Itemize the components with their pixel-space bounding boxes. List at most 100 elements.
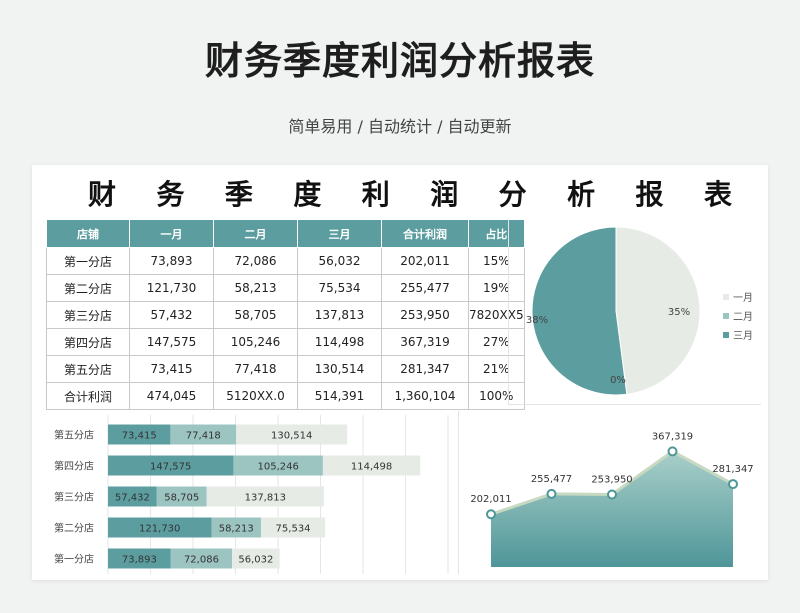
bar-data-label: 114,498 (351, 462, 392, 473)
bar-data-label: 58,705 (164, 493, 199, 504)
bar-category-label: 第三分店 (54, 491, 94, 504)
table-cell[interactable]: 57,432 (129, 301, 214, 329)
table-cell[interactable]: 105,246 (213, 328, 298, 356)
bar-segment (108, 548, 171, 569)
bar-segment (233, 455, 323, 476)
bar-segment (206, 486, 324, 507)
legend-item: 一月 (723, 289, 753, 304)
table-cell[interactable]: 5120XX.0 (213, 382, 298, 410)
table-cell[interactable]: 147,575 (129, 328, 214, 356)
sheet-title-char: 析 (567, 178, 596, 211)
sheet-title-char: 分 (498, 178, 527, 211)
bar-data-label: 105,246 (257, 462, 298, 473)
sheet-title-char: 报 (635, 178, 664, 211)
area-point (607, 489, 617, 500)
table-cell[interactable]: 19% (468, 274, 525, 302)
bar-segment (108, 517, 212, 538)
table-cell[interactable]: 474,045 (129, 382, 214, 410)
table-cell[interactable]: 114,498 (297, 328, 382, 356)
profit-table: 店铺 一月 二月 三月 合计利润 占比 第一分店 73,893 72,086 5… (46, 219, 525, 410)
stacked-bar-chart: 第五分店 73,415 77,418 130,514 第四分店 147,575 105,24… (54, 415, 449, 574)
table-cell[interactable]: 77,418 (213, 355, 298, 383)
bar-segment (236, 424, 348, 445)
bar-category-label: 第一分店 (54, 553, 94, 566)
pie-slice (531, 226, 628, 396)
area-data-label: 367,319 (652, 431, 693, 442)
legend-swatch (723, 331, 729, 338)
sheet-title-char: 表 (703, 178, 732, 211)
area-point (546, 488, 557, 499)
table-cell[interactable]: 21% (468, 355, 525, 383)
area-fill (491, 451, 733, 567)
table-row: 第二分店 121,730 58,213 75,534 255,477 19% (46, 274, 525, 302)
table-cell[interactable]: 第三分店 (46, 301, 130, 329)
bar-category-label: 第四分店 (54, 460, 94, 473)
area-point (667, 446, 678, 457)
table-cell[interactable]: 27% (468, 328, 525, 356)
area-data-label: 202,011 (470, 494, 511, 505)
bar-data-label: 56,032 (238, 555, 273, 566)
sheet-title-char: 度 (293, 178, 322, 211)
sheet-title-char: 润 (430, 178, 459, 211)
page-subtitle: 简单易用 / 自动统计 / 自动更新 (288, 117, 512, 136)
column-header: 二月 (213, 219, 298, 248)
area-chart-panel: 202,011 255,477 253,950 367,319 281,347 (458, 409, 761, 574)
column-header: 三月 (297, 219, 382, 248)
sheet-title-char: 财 (88, 178, 117, 211)
bar-data-label: 75,534 (276, 524, 311, 535)
table-cell[interactable]: 58,705 (213, 301, 298, 329)
table-cell[interactable]: 73,415 (129, 355, 214, 383)
sheet-title: 财 务 季 度 利 润 分 析 报 表 (32, 173, 768, 213)
table-cell[interactable]: 第一分店 (46, 247, 130, 275)
column-header: 店铺 (46, 219, 130, 248)
bar-data-label: 73,415 (122, 431, 157, 442)
legend-label: 一月 (733, 293, 753, 304)
pie-slice (615, 226, 701, 395)
table-row: 第一分店 73,893 72,086 56,032 202,011 15% (46, 247, 525, 275)
bar-segment (108, 424, 171, 445)
column-header: 一月 (129, 219, 214, 248)
bar-data-label: 147,575 (150, 462, 191, 473)
table-cell[interactable]: 1,360,104 (381, 382, 469, 410)
area-data-label: 253,950 (591, 474, 632, 485)
table-cell[interactable]: 367,319 (381, 328, 469, 356)
legend-label: 二月 (733, 312, 753, 323)
table-cell[interactable]: 130,514 (297, 355, 382, 383)
table-cell[interactable]: 72,086 (213, 247, 298, 275)
table-cell[interactable]: 121,730 (129, 274, 214, 302)
column-header: 合计利润 (381, 219, 469, 248)
bar-segment (156, 486, 207, 507)
column-header: 占比 (468, 219, 525, 248)
legend-swatch (723, 293, 729, 300)
table-cell[interactable]: 137,813 (297, 301, 382, 329)
sheet-title-char: 务 (156, 178, 185, 211)
table-cell[interactable]: 202,011 (381, 247, 469, 275)
table-cell[interactable]: 100% (468, 382, 525, 410)
bar-data-label: 57,432 (115, 493, 150, 504)
pie-data-label: 38% (526, 315, 548, 326)
bar-segment (232, 548, 280, 569)
table-cell[interactable]: 第四分店 (46, 328, 130, 356)
table-cell[interactable]: 56,032 (297, 247, 382, 275)
table-cell[interactable]: 合计利润 (46, 382, 130, 410)
table-cell[interactable]: 75,534 (297, 274, 382, 302)
bar-segment (170, 548, 233, 569)
table-cell[interactable]: 58,213 (213, 274, 298, 302)
bar-data-label: 137,813 (245, 493, 286, 504)
table-cell[interactable]: 281,347 (381, 355, 469, 383)
table-cell[interactable]: 第二分店 (46, 274, 130, 302)
table-cell[interactable]: 255,477 (381, 274, 469, 302)
table-cell[interactable]: 73,893 (129, 247, 214, 275)
bar-data-label: 130,514 (271, 431, 312, 442)
table-cell[interactable]: 第五分店 (46, 355, 130, 383)
table-cell[interactable]: 253,950 (381, 301, 469, 329)
bar-data-label: 121,730 (139, 524, 180, 535)
area-point (728, 479, 738, 490)
bar-chart-panel: 第五分店 73,415 77,418 130,514 第四分店 147,575 105,24… (46, 409, 456, 574)
table-cell[interactable]: 514,391 (297, 382, 382, 410)
table-cell[interactable]: 15% (468, 247, 525, 275)
pie-chart: 35% 0% 38% (526, 226, 701, 396)
area-point (486, 509, 496, 520)
area-data-label: 255,477 (531, 474, 572, 485)
bar-segment (260, 517, 326, 538)
